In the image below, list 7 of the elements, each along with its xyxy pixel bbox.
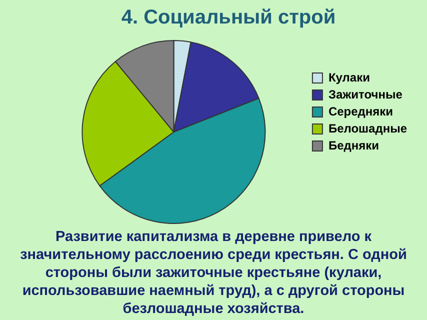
legend-label: Бедняки [328,138,380,152]
legend-label: Кулаки [328,70,370,84]
text: Развитие капитализма в деревне привело к значительному расслоению среди крестьян. С одной стороны были зажиточные крестьяне (кулаки, использовавшие наемный труд), а с другой стороны безлошадные хозяйства. [19,228,408,318]
legend-label: Белошадные [328,121,408,136]
legend-label: Зажиточные [328,87,403,102]
chart-title: 4. Социальный строй [121,6,336,29]
legend-label: Середняки [328,104,394,118]
